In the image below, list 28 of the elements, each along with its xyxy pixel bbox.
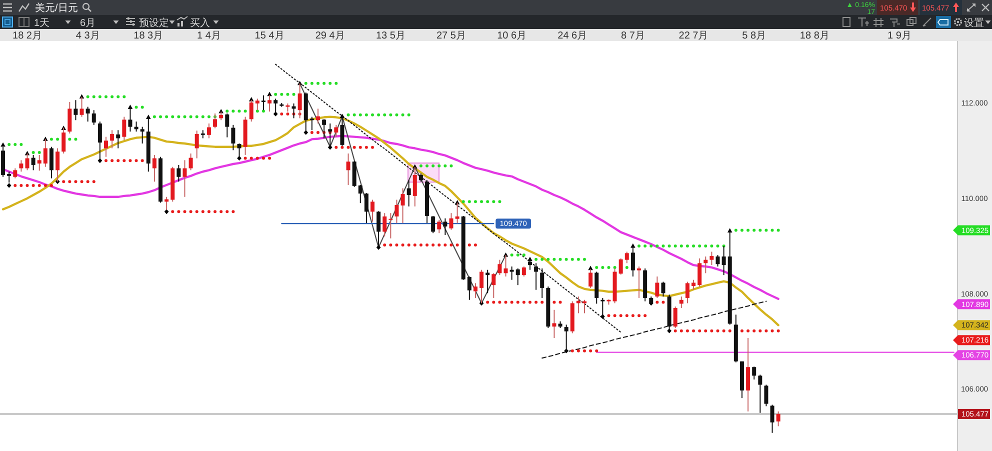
x-tick-label: 13 5月: [376, 30, 406, 42]
point: [588, 266, 593, 270]
x-tick-label: 5 8月: [742, 30, 766, 42]
point: [267, 92, 272, 96]
x-tick-label: 18 3月: [134, 30, 164, 42]
x-tick-label: 8 7月: [621, 30, 645, 42]
x-tick-label: 27 5月: [436, 30, 466, 42]
x-tick-label: 4 3月: [76, 30, 100, 42]
point: [6, 183, 12, 188]
x-tick-label: 18 8月: [800, 30, 830, 42]
x-tick-label: 15 4月: [254, 30, 284, 42]
text: 买入: [190, 17, 210, 29]
point: [0, 142, 6, 147]
x-tick-label: 22 7月: [678, 30, 708, 42]
chart-title: 美元/日元: [35, 2, 78, 14]
x-tick-label: 1 4月: [197, 30, 221, 42]
x-tick-label: 18 2月: [12, 30, 42, 42]
x-tick-label: 29 4月: [315, 30, 345, 42]
text: 预设定: [139, 17, 169, 29]
text: 6月: [80, 18, 96, 29]
line-series: [275, 64, 622, 333]
text: 1天: [34, 18, 50, 29]
point: [164, 209, 169, 214]
x-tick-label: 1 9月: [888, 30, 912, 42]
text: 设置: [964, 17, 984, 29]
line-series: [542, 300, 767, 359]
x-tick-label: 24 6月: [558, 30, 588, 42]
x-tick-label: 10 6月: [497, 30, 527, 42]
